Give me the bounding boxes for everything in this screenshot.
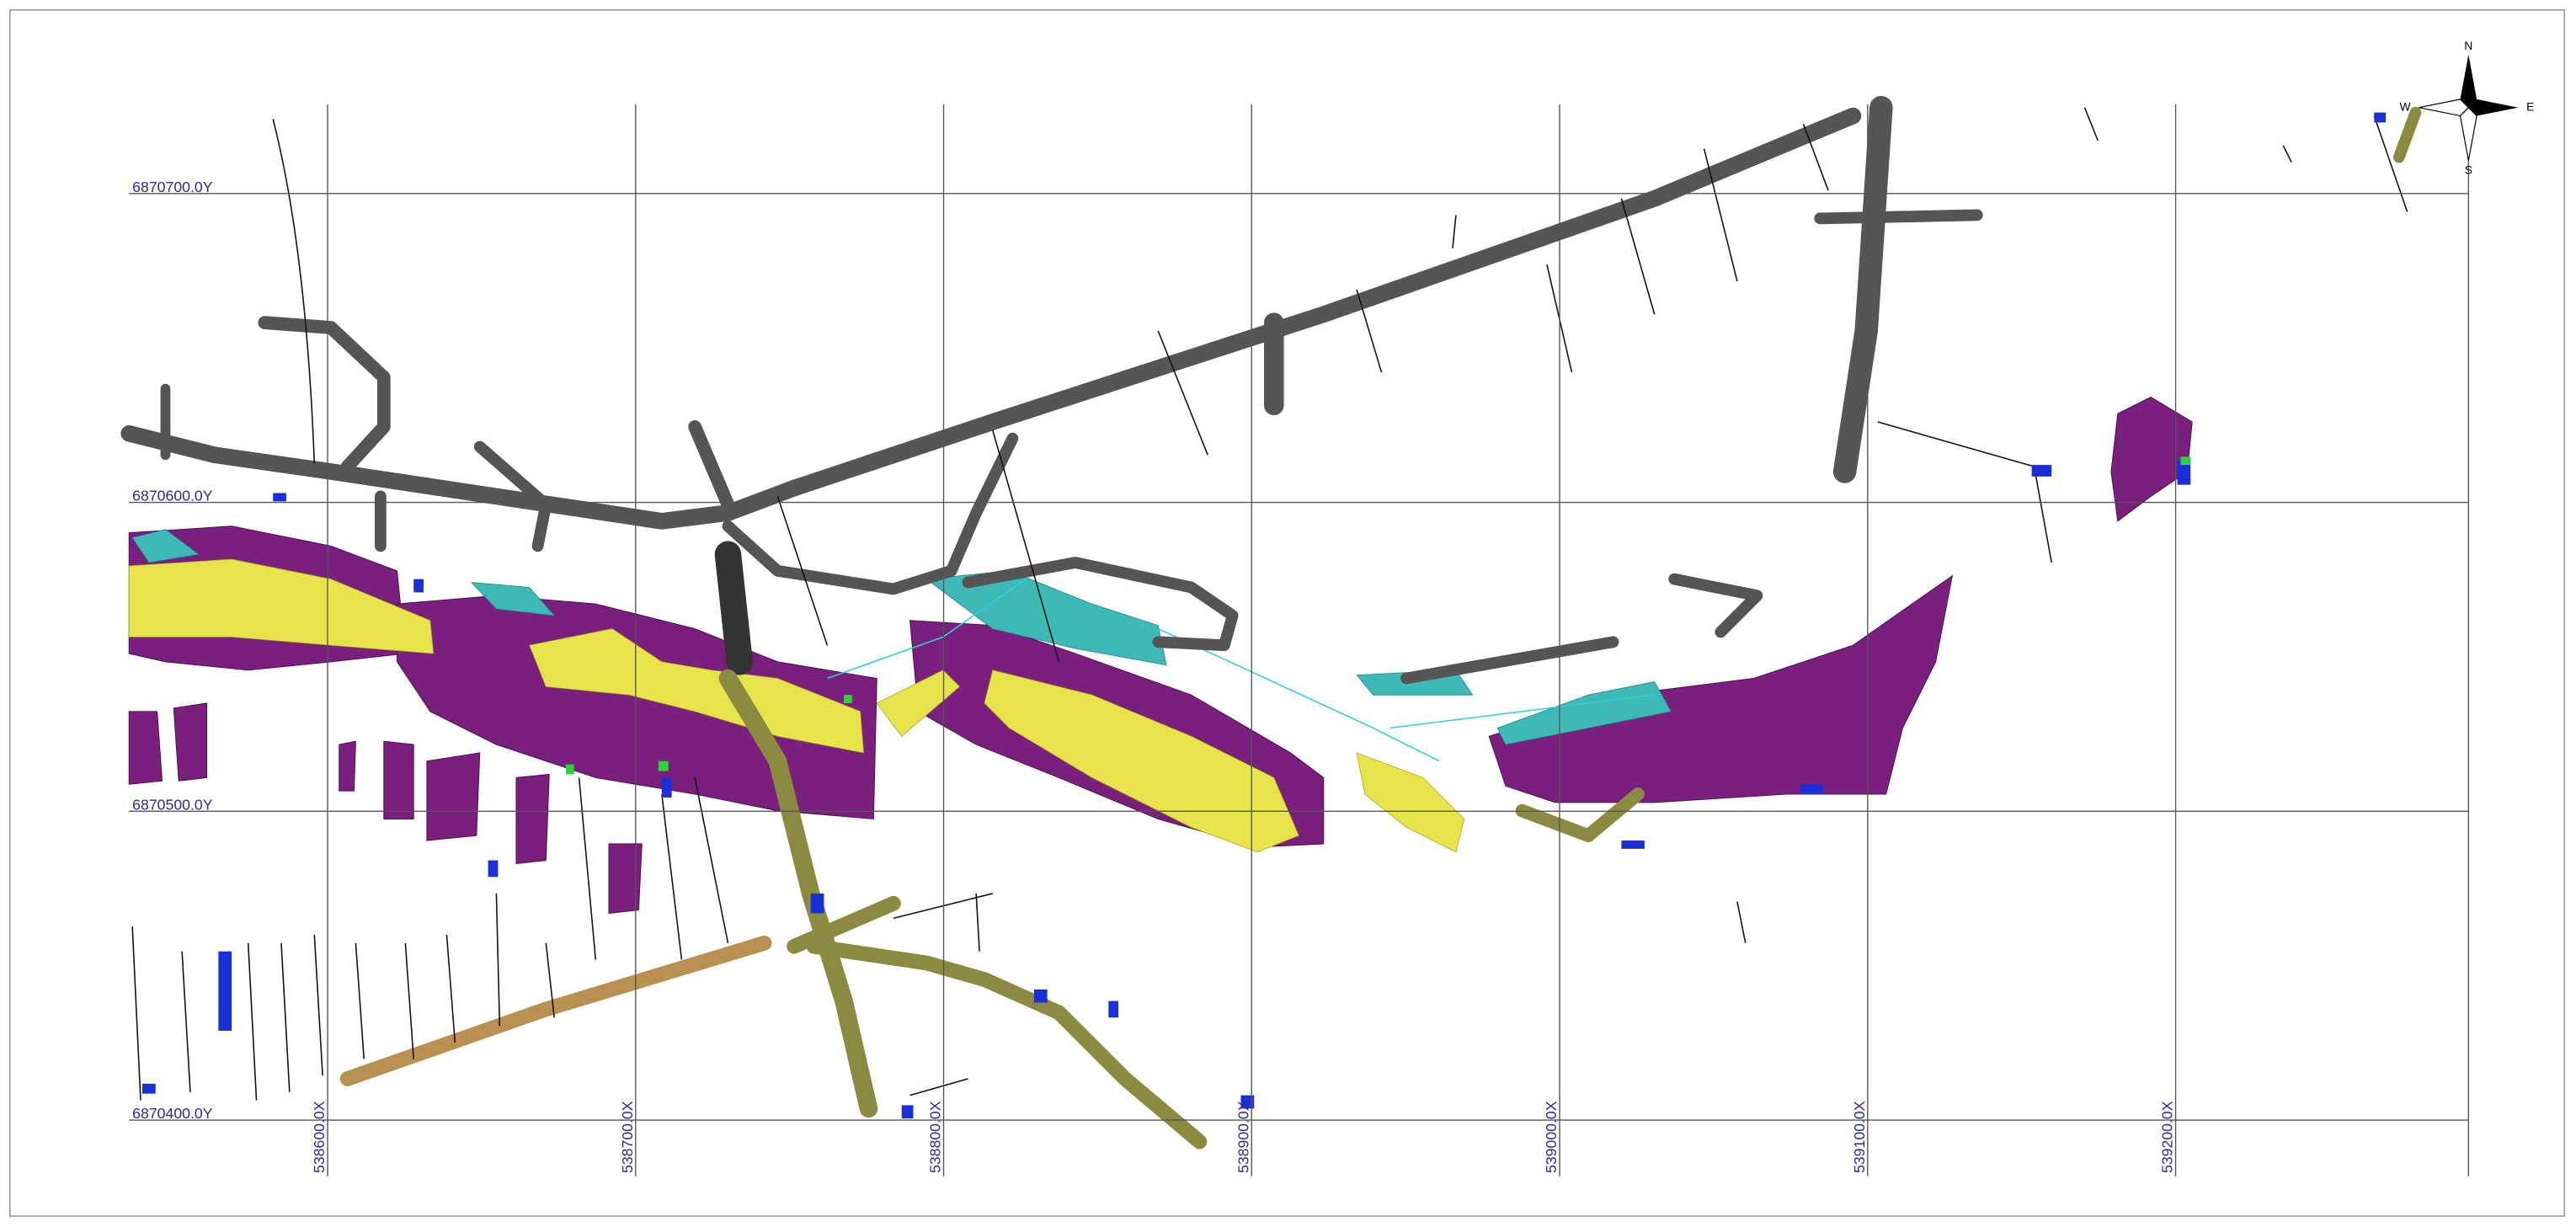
plan-view: N E S W 538600.0X 538700.0X 538800.0X 53890… [9,9,2566,1217]
compass-w: W [2400,101,2411,114]
y-grid-label: 6870700.0Y [132,179,213,195]
y-grid-label: 6870400.0Y [132,1105,213,1122]
compass-e: E [2526,101,2534,114]
compass-s: S [2465,163,2472,176]
x-grid-label: 538700.0X [619,1101,636,1173]
x-grid-label: 538900.0X [1235,1101,1251,1173]
yellow-ore [128,558,1465,853]
compass: N E S W [2400,40,2535,176]
x-grid-label: 538800.0X [927,1101,944,1173]
compass-n: N [2464,40,2472,52]
x-grid-label: 539100.0X [1851,1101,1868,1173]
x-grid-label: 539200.0X [2159,1101,2176,1173]
green-markers [565,456,2191,775]
tunnels [120,95,1983,685]
y-grid-label: 6870500.0Y [132,796,213,813]
ore-bodies [128,396,2193,915]
x-grid-label: 538600.0X [311,1101,328,1173]
y-grid-label: 6870600.0Y [132,488,213,504]
frame [9,9,2566,1217]
x-grid-label: 539000.0X [1543,1101,1560,1173]
markers [141,112,2387,1119]
